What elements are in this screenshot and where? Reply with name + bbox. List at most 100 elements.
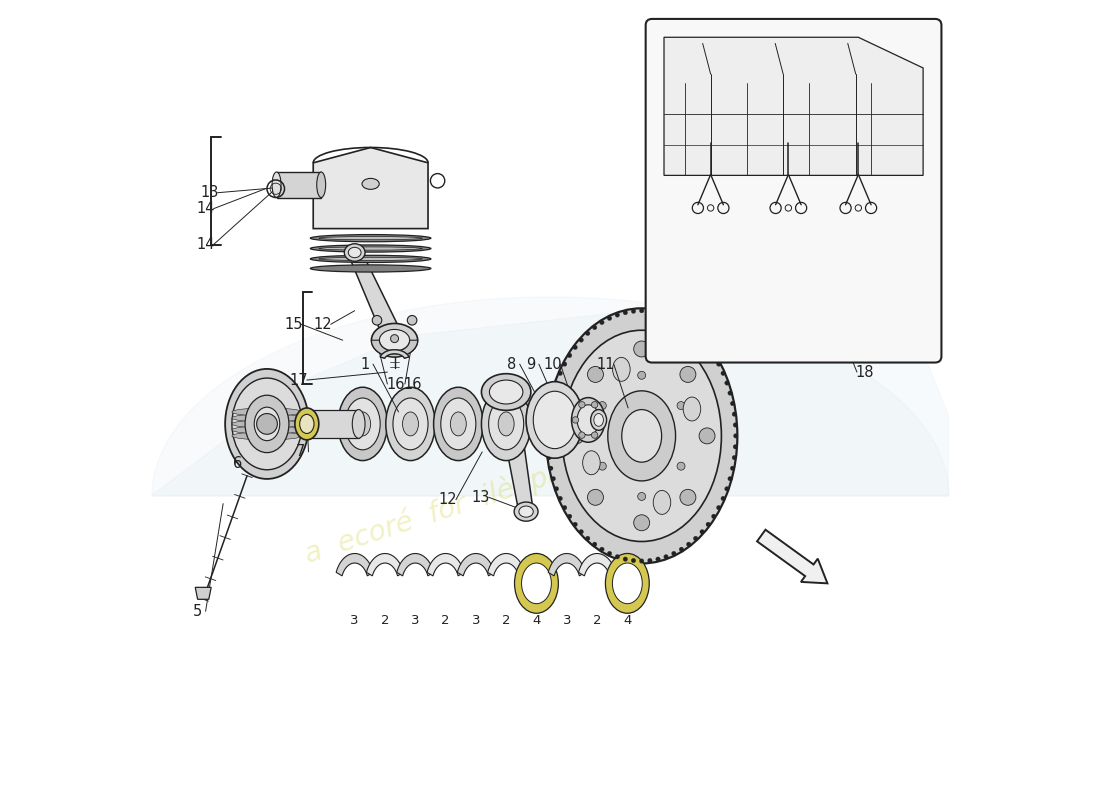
Ellipse shape xyxy=(319,247,422,250)
Circle shape xyxy=(680,366,696,382)
Ellipse shape xyxy=(433,387,483,461)
Circle shape xyxy=(631,309,636,314)
Ellipse shape xyxy=(299,414,314,434)
Ellipse shape xyxy=(482,374,531,410)
Circle shape xyxy=(672,551,676,556)
Ellipse shape xyxy=(254,407,279,441)
Ellipse shape xyxy=(349,247,361,258)
Ellipse shape xyxy=(488,398,524,450)
Circle shape xyxy=(728,391,733,395)
Circle shape xyxy=(634,515,650,530)
Ellipse shape xyxy=(310,245,431,252)
Text: 5: 5 xyxy=(192,604,202,618)
Circle shape xyxy=(638,493,646,501)
Ellipse shape xyxy=(519,506,534,517)
Circle shape xyxy=(256,414,277,434)
Circle shape xyxy=(720,371,725,375)
Circle shape xyxy=(679,547,684,551)
Circle shape xyxy=(639,309,643,313)
Circle shape xyxy=(634,341,650,357)
Circle shape xyxy=(680,490,696,506)
Ellipse shape xyxy=(352,410,365,438)
Circle shape xyxy=(585,331,590,335)
Ellipse shape xyxy=(232,408,302,416)
Ellipse shape xyxy=(232,420,302,428)
Polygon shape xyxy=(381,350,409,358)
Circle shape xyxy=(623,557,628,562)
Circle shape xyxy=(720,496,725,501)
Circle shape xyxy=(547,412,551,416)
Ellipse shape xyxy=(338,387,387,461)
Ellipse shape xyxy=(562,330,722,542)
Bar xyxy=(299,410,359,438)
Circle shape xyxy=(579,402,585,408)
Ellipse shape xyxy=(613,358,630,382)
Text: 18: 18 xyxy=(856,365,875,379)
Polygon shape xyxy=(152,281,948,496)
Circle shape xyxy=(579,338,583,342)
Circle shape xyxy=(587,366,604,382)
Circle shape xyxy=(546,422,550,427)
Ellipse shape xyxy=(245,395,289,453)
Circle shape xyxy=(648,558,652,562)
Ellipse shape xyxy=(232,378,302,470)
Circle shape xyxy=(716,506,720,510)
Ellipse shape xyxy=(514,502,538,521)
Polygon shape xyxy=(664,38,923,175)
Text: 2: 2 xyxy=(381,614,389,626)
Circle shape xyxy=(648,309,652,314)
Circle shape xyxy=(656,310,660,315)
Text: 9: 9 xyxy=(526,357,536,372)
Circle shape xyxy=(712,353,716,358)
Text: 13: 13 xyxy=(200,186,219,200)
Text: 16: 16 xyxy=(386,377,405,391)
Circle shape xyxy=(600,320,604,325)
Circle shape xyxy=(554,486,559,491)
Circle shape xyxy=(572,417,579,423)
Ellipse shape xyxy=(482,387,531,461)
Circle shape xyxy=(730,466,735,470)
Polygon shape xyxy=(372,340,418,357)
Text: 6: 6 xyxy=(233,456,242,471)
Ellipse shape xyxy=(441,398,476,450)
Text: 1: 1 xyxy=(361,357,370,372)
Text: 2: 2 xyxy=(502,614,510,626)
Text: 4: 4 xyxy=(532,614,540,626)
Polygon shape xyxy=(427,554,464,576)
Text: 3: 3 xyxy=(472,614,480,626)
Ellipse shape xyxy=(608,391,675,481)
Ellipse shape xyxy=(450,412,466,436)
Ellipse shape xyxy=(526,382,583,458)
Circle shape xyxy=(546,445,550,449)
Polygon shape xyxy=(579,554,616,576)
Circle shape xyxy=(587,490,604,506)
Ellipse shape xyxy=(583,450,601,474)
Polygon shape xyxy=(487,554,525,576)
Circle shape xyxy=(407,315,417,325)
Ellipse shape xyxy=(294,410,304,438)
Circle shape xyxy=(734,445,738,449)
Ellipse shape xyxy=(232,426,302,434)
Text: 12: 12 xyxy=(439,492,458,507)
Ellipse shape xyxy=(591,410,606,430)
Text: 14: 14 xyxy=(196,201,214,216)
Circle shape xyxy=(656,557,660,562)
Ellipse shape xyxy=(498,412,514,436)
Circle shape xyxy=(700,428,715,444)
Ellipse shape xyxy=(379,330,409,351)
Circle shape xyxy=(573,345,578,350)
Circle shape xyxy=(734,422,738,427)
Ellipse shape xyxy=(403,412,418,436)
Polygon shape xyxy=(366,554,404,576)
Circle shape xyxy=(568,353,572,358)
Circle shape xyxy=(579,432,585,438)
Circle shape xyxy=(693,331,697,335)
Polygon shape xyxy=(548,554,585,576)
Text: 3: 3 xyxy=(411,614,419,626)
Text: 14: 14 xyxy=(196,237,214,252)
Circle shape xyxy=(579,530,583,534)
Ellipse shape xyxy=(572,398,605,442)
Circle shape xyxy=(728,477,733,481)
Circle shape xyxy=(686,326,691,330)
Circle shape xyxy=(623,310,628,315)
